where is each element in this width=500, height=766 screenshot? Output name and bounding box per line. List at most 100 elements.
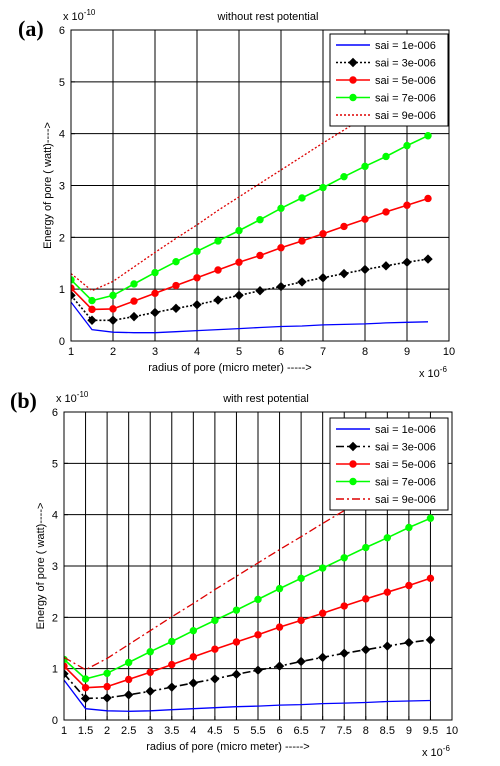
data-point — [214, 237, 222, 245]
x-tick-label: 4 — [194, 346, 200, 358]
data-point — [171, 303, 181, 314]
series-line-4 — [64, 517, 431, 680]
data-point — [192, 300, 202, 310]
data-point — [146, 648, 154, 656]
data-point — [188, 678, 199, 688]
series-group — [71, 77, 433, 334]
y-tick-label: 0 — [59, 336, 65, 348]
data-point — [382, 152, 390, 161]
data-point — [231, 669, 242, 680]
data-point — [145, 686, 155, 696]
legend-marker — [349, 477, 357, 486]
legend-marker — [348, 441, 358, 452]
data-point — [232, 638, 241, 646]
legend: sai = 1e-006 sai = 3e-006 sai = 5e-006 sai … — [329, 33, 449, 127]
data-point — [360, 264, 370, 275]
data-point — [88, 305, 96, 314]
x-multiplier-base: x 10 — [422, 747, 443, 759]
y-tick-label: 6 — [52, 407, 58, 419]
x-multiplier-base: x 10 — [419, 368, 440, 380]
data-point — [361, 215, 369, 223]
y-tick-label: 3 — [59, 181, 65, 193]
data-point — [318, 564, 327, 572]
y-tick-label: 4 — [59, 129, 65, 141]
x-tick-label: 4.5 — [207, 725, 222, 737]
legend-label-3: sai = 5e-006 — [375, 75, 436, 87]
legend-label-5: sai = 9e-006 — [375, 110, 436, 122]
data-point — [124, 658, 133, 667]
data-point — [426, 574, 435, 583]
data-point — [276, 281, 286, 292]
data-point — [193, 274, 201, 282]
data-point — [109, 305, 117, 313]
y-axis-label: Energy of pore ( watt)----> — [35, 503, 47, 630]
data-point — [424, 132, 432, 140]
data-point — [103, 669, 111, 677]
legend-label-2: sai = 3e-006 — [375, 442, 436, 454]
data-point — [255, 286, 265, 296]
data-point — [64, 662, 68, 670]
y-tick-label: 4 — [52, 510, 58, 522]
data-point — [339, 268, 349, 279]
data-point — [298, 237, 306, 245]
legend-marker — [349, 76, 357, 84]
data-point — [172, 257, 180, 266]
legend-label-1: sai = 1e-006 — [375, 424, 436, 436]
series-line-3 — [64, 577, 431, 689]
legend-label-5: sai = 9e-006 — [375, 494, 436, 506]
data-point — [405, 581, 413, 590]
data-point — [213, 295, 223, 305]
legend-label-4: sai = 7e-006 — [375, 477, 436, 489]
data-point — [71, 290, 76, 301]
chart-title: with rest potential — [222, 393, 309, 405]
x-tick-label: 1.5 — [78, 725, 93, 737]
y-tick-label: 0 — [52, 715, 58, 727]
plot-frame — [70, 29, 450, 342]
series-line-2 — [71, 258, 429, 322]
data-point — [339, 648, 349, 658]
data-point — [361, 162, 369, 171]
data-point — [234, 290, 244, 301]
y-tick-label: 5 — [59, 77, 65, 89]
legend-label-4: sai = 7e-006 — [375, 93, 436, 105]
data-point — [382, 641, 393, 651]
series-line-1 — [71, 301, 429, 334]
x-tick-label: 8 — [363, 725, 369, 737]
data-point — [318, 609, 327, 617]
y-tick-label: 1 — [52, 664, 58, 676]
legend-label-1: sai = 1e-006 — [375, 40, 436, 52]
data-point — [151, 268, 159, 277]
x-tick-label: 7 — [320, 346, 326, 358]
x-tick-label: 9 — [404, 346, 410, 358]
data-point — [81, 683, 90, 692]
data-point — [423, 254, 433, 264]
data-point — [426, 514, 435, 522]
data-point — [424, 194, 432, 203]
y-multiplier-exponent: -10 — [77, 390, 89, 399]
x-axis-multiplier: x 10-6 — [419, 365, 447, 380]
chart-panel-b: (b) 1 1.5 2 2.5 3 3.5 4 4.5 5 5.5 6 6.5 7 7.5 8 8.5 9 9.5 1… — [10, 388, 458, 759]
data-point — [168, 637, 176, 646]
data-point — [151, 289, 159, 298]
data-point — [235, 258, 243, 266]
x-tick-label: 8.5 — [380, 725, 395, 737]
data-point — [425, 635, 436, 645]
x-tick-label: 4 — [190, 725, 196, 737]
data-point — [340, 172, 348, 181]
data-point — [124, 675, 133, 684]
x-axis-multiplier: x 10-6 — [422, 744, 450, 759]
data-point — [381, 261, 391, 271]
y-tick-label: 6 — [59, 25, 65, 37]
data-point — [403, 201, 411, 209]
data-point — [254, 595, 262, 604]
x-tick-label: 7 — [320, 725, 326, 737]
x-tick-label: 10 — [446, 725, 458, 737]
plot-frame — [63, 411, 453, 721]
chart-title: without rest potential — [217, 11, 319, 23]
data-point — [403, 141, 411, 150]
x-tick-label: 8 — [362, 346, 368, 358]
data-point — [168, 660, 176, 669]
